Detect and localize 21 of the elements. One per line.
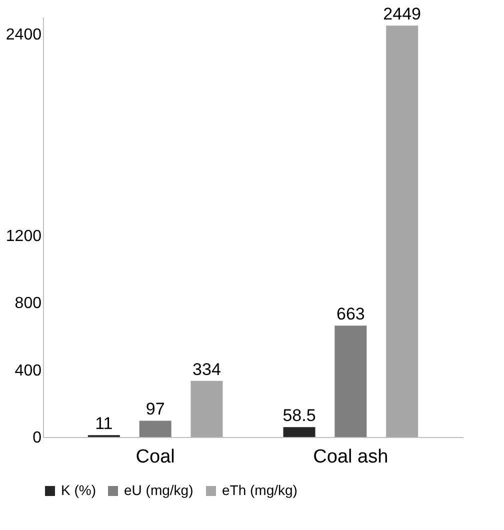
data-label: 334 [192,360,221,379]
bar [139,420,172,437]
x-tick-label: Coal ash [313,446,388,468]
bar [334,326,367,437]
data-label: 97 [146,400,165,419]
data-label: 2449 [383,4,421,24]
x-tick-label: Coal [136,446,175,468]
bar [190,380,223,437]
bar [283,427,316,437]
legend-label: K (%) [61,482,96,498]
legend-label: eU (mg/kg) [124,482,194,498]
legend-label: eTh (mg/kg) [222,482,298,498]
data-label: 663 [336,304,365,324]
bar [386,26,418,437]
y-tick-label: 1200 [6,228,42,245]
y-tick-label: 400 [14,362,42,380]
data-label: 11 [95,414,113,434]
y-tick-label: 800 [14,295,42,312]
y-tick-label: 0 [32,430,42,446]
y-tick-label: 2400 [6,26,42,44]
data-label: 58.5 [282,406,316,426]
